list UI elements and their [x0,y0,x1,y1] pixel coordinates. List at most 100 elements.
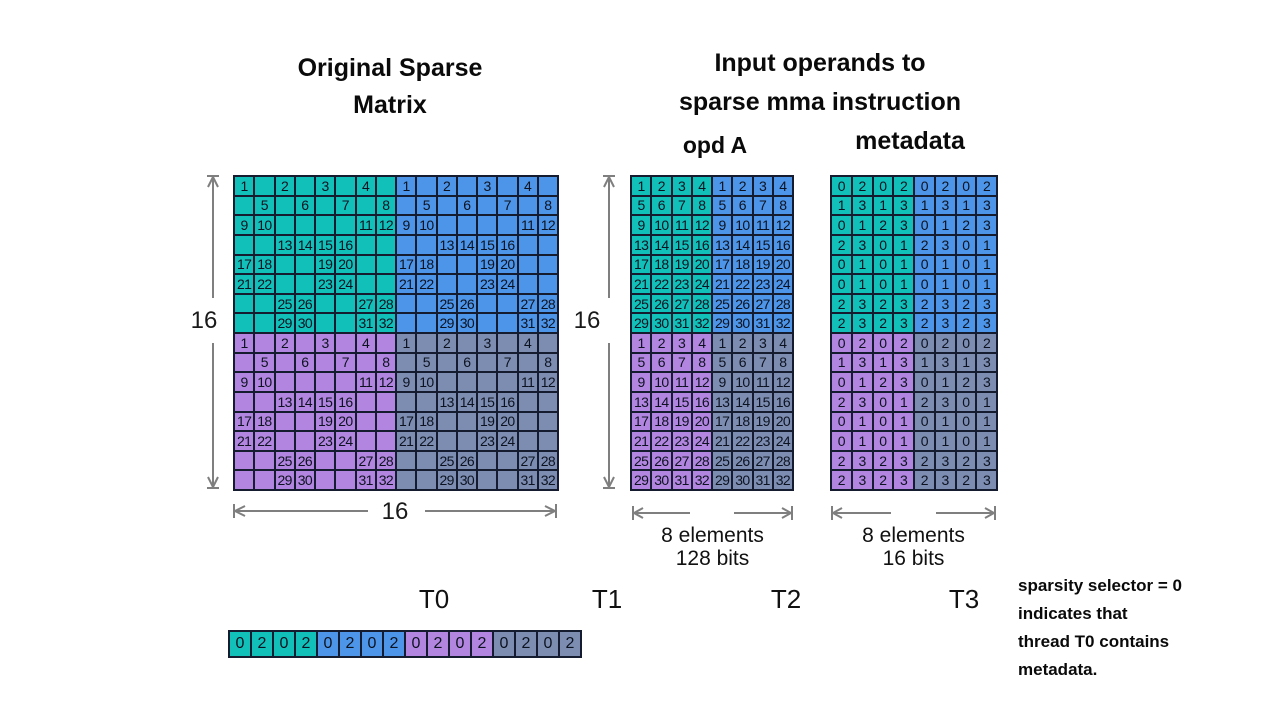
cell [497,450,518,471]
metadata-width-arrow [831,506,996,520]
cell: 32 [537,470,558,490]
cell: 21 [234,274,255,294]
cell: 0 [831,215,852,235]
cell [497,372,518,392]
cell: 1 [976,254,997,275]
cell: 3 [893,372,914,392]
cell: 9 [712,372,733,392]
cell [477,293,498,314]
cell [537,431,558,451]
cell: 0 [831,431,852,451]
cell: 21 [396,431,417,451]
cell: 1 [976,274,997,294]
cell: 2 [914,391,935,412]
cell: 2 [955,372,977,392]
cell: 30 [294,470,315,490]
cell: 6 [732,352,753,373]
cell: 23 [752,274,773,294]
cell: 2 [872,215,894,235]
cell: 25 [712,293,733,314]
cell: 11 [752,215,773,235]
cell [274,254,295,275]
cell: 12 [691,215,712,235]
cell: 14 [456,391,477,412]
cell: 11 [671,372,692,392]
cell: 2 [893,176,914,196]
cell: 16 [335,391,356,412]
cell: 31 [671,470,692,490]
cell: 27 [671,293,692,314]
cell [497,176,518,196]
cell [537,333,558,353]
cell: 14 [732,234,753,255]
cell: 21 [631,431,652,451]
cell [274,431,295,451]
cell: 0 [361,631,383,657]
cell [254,234,275,255]
cell [416,293,437,314]
cell: 13 [631,391,652,412]
cell: 11 [355,372,376,392]
cell: 3 [851,352,873,373]
cell: 32 [375,470,396,490]
cell: 1 [934,274,956,294]
cell: 18 [651,254,672,275]
cell: 22 [732,274,753,294]
cell: 8 [691,352,712,373]
cell [234,293,255,314]
cell: 9 [234,372,255,392]
cell: 3 [976,352,997,373]
cell: 20 [691,411,712,432]
cell: 3 [934,293,956,314]
cell: 3 [893,313,914,333]
cell: 31 [517,470,538,490]
cell: 24 [335,274,356,294]
cell: 0 [955,333,977,353]
cell: 15 [752,234,773,255]
cell: 3 [893,450,914,471]
cell: 1 [851,431,873,451]
cell: 0 [914,254,935,275]
cell: 12 [772,372,793,392]
cell: 12 [537,215,558,235]
cell: 8 [537,195,558,216]
cell: 2 [732,333,753,353]
cell [375,391,396,412]
cell [436,372,457,392]
cell: 14 [732,391,753,412]
cell: 0 [229,631,251,657]
cell: 2 [934,176,956,196]
cell: 10 [416,372,437,392]
cell: 3 [851,195,873,216]
cell: 24 [335,431,356,451]
cell: 17 [234,411,255,432]
cell: 19 [315,254,336,275]
cell: 23 [671,431,692,451]
cell [294,372,315,392]
cell: 2 [274,176,295,196]
cell: 14 [294,391,315,412]
cell: 25 [436,293,457,314]
cell: 21 [631,274,652,294]
cell [477,470,498,490]
cell: 2 [831,450,852,471]
cell: 21 [234,431,255,451]
cell: 17 [234,254,255,275]
cell: 1 [893,431,914,451]
cell: 2 [251,631,273,657]
cell: 25 [631,450,652,471]
cell [315,450,336,471]
cell: 3 [934,195,956,216]
cell: 5 [631,195,652,216]
cell: 0 [914,215,935,235]
cell: 1 [934,431,956,451]
cell: 2 [851,333,873,353]
cell [456,274,477,294]
cell: 12 [537,372,558,392]
cell: 0 [872,391,894,412]
thread-label-t0: T0 [418,584,450,614]
cell [517,391,538,412]
cell: 2 [427,631,449,657]
cell: 6 [294,352,315,373]
